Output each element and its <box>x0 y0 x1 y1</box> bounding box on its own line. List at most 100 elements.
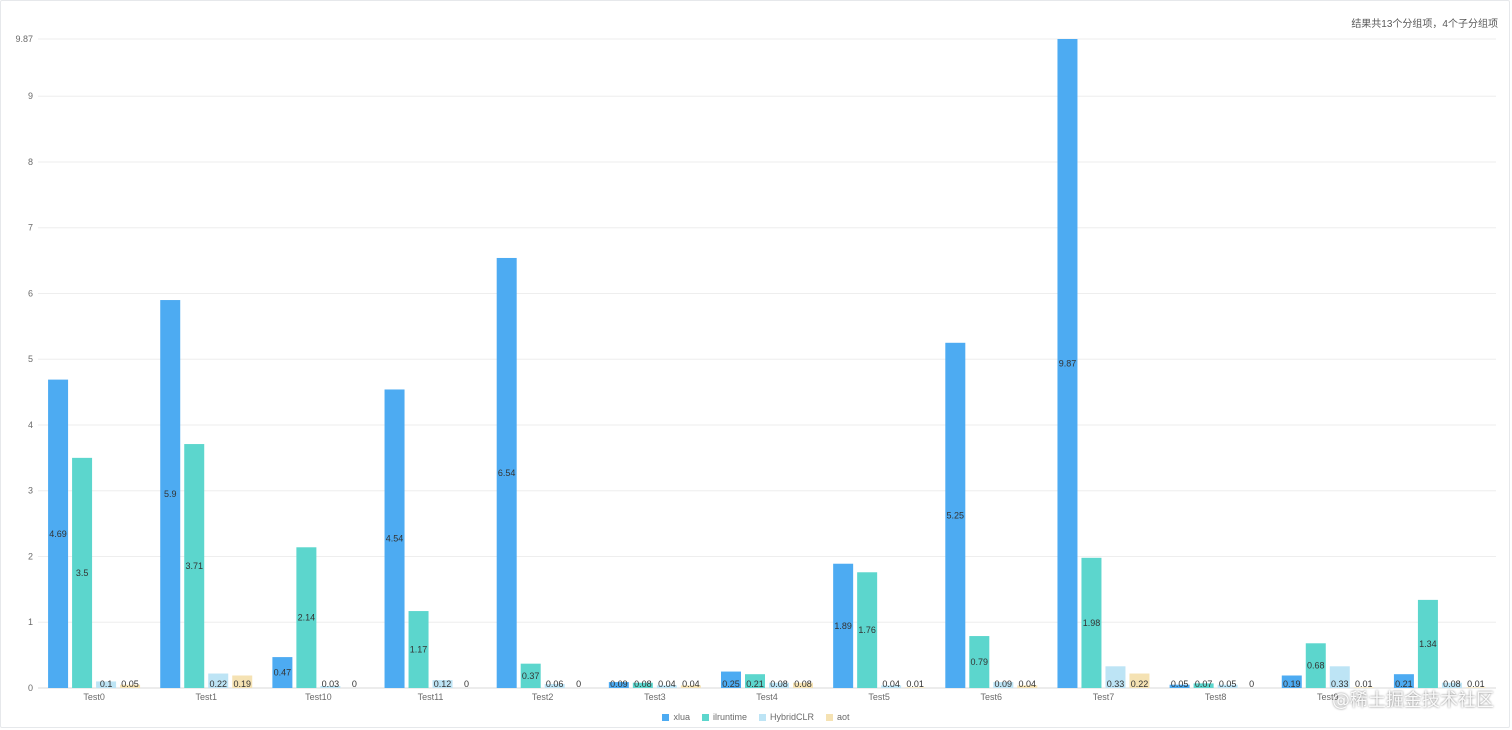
data-label: 0.07 <box>1195 679 1213 689</box>
data-label: 0.25 <box>722 679 740 689</box>
data-label: 1.98 <box>1083 618 1101 628</box>
y-tick-label: 9.87 <box>15 34 33 44</box>
data-label: 0.09 <box>610 679 628 689</box>
bar <box>833 563 854 688</box>
y-tick-label: 8 <box>28 157 33 167</box>
bar <box>408 611 429 688</box>
data-label: 4.54 <box>386 534 404 544</box>
bar <box>272 657 293 688</box>
data-label: 0.05 <box>1219 679 1237 689</box>
data-label: 0.04 <box>658 679 676 689</box>
data-label: 3.71 <box>185 561 203 571</box>
data-label: 0.21 <box>746 679 764 689</box>
y-tick-label: 6 <box>28 288 33 298</box>
data-label: 0.79 <box>971 657 989 667</box>
data-label: 0.68 <box>1307 661 1325 671</box>
bar <box>945 342 966 688</box>
data-label: 0.08 <box>770 679 788 689</box>
x-tick-label: Test2 <box>532 692 554 702</box>
bar <box>1169 684 1190 688</box>
data-labels: 4.69 3.5 0.1 0.05 5.9 3.71 0.22 0.19 0.47 2.14 0.0… <box>49 359 1484 690</box>
data-label: 0.09 <box>995 679 1013 689</box>
bar <box>120 684 141 688</box>
bar <box>632 682 653 688</box>
bar <box>1017 685 1038 688</box>
x-axis: Test0 Test1 Test10 Test11 Test2 Test3 Test4 Tes… <box>83 692 1338 702</box>
data-label: 0.01 <box>906 679 924 689</box>
data-label: 3.5 <box>76 568 89 578</box>
y-tick-label: 9 <box>28 91 33 101</box>
legend-item[interactable]: xlua <box>662 710 690 724</box>
legend-item[interactable]: HybridCLR <box>759 710 814 724</box>
y-axis: 0 1 2 3 4 5 6 7 8 9 9.87 <box>15 34 33 693</box>
bar <box>656 685 677 688</box>
x-tick-label: Test6 <box>981 692 1003 702</box>
data-label: 0.33 <box>1107 679 1125 689</box>
legend-label: aot <box>837 712 850 722</box>
x-tick-label: Test3 <box>644 692 666 702</box>
x-tick-label: Test0 <box>83 692 105 702</box>
legend-label: ilruntime <box>712 712 747 722</box>
bar <box>857 572 878 688</box>
data-label: 0.08 <box>634 679 652 689</box>
data-label: 1.34 <box>1419 639 1437 649</box>
data-label: 5.9 <box>164 489 177 499</box>
bar <box>1465 687 1486 688</box>
x-tick-label: Test11 <box>418 692 444 702</box>
legend: xlua ilruntime HybridCLR aot <box>0 710 1512 724</box>
data-label: 1.17 <box>410 645 428 655</box>
bar <box>721 671 741 688</box>
legend-swatch <box>662 713 670 721</box>
bar <box>1393 674 1414 688</box>
bar <box>432 680 453 688</box>
bar <box>320 686 341 688</box>
data-label: 2.14 <box>298 613 316 623</box>
legend-item[interactable]: aot <box>826 710 850 724</box>
data-label: 0.33 <box>1331 679 1349 689</box>
legend-label: xlua <box>673 712 690 722</box>
data-label: 1.89 <box>834 621 852 631</box>
bars <box>48 39 1486 688</box>
bar <box>1105 666 1126 688</box>
legend-label: HybridCLR <box>770 712 815 722</box>
y-tick-label: 1 <box>28 617 33 627</box>
data-label: 0 <box>1249 679 1254 689</box>
bar <box>680 685 701 688</box>
bar <box>1441 682 1462 688</box>
data-label: 0.04 <box>882 679 900 689</box>
y-tick-label: 7 <box>28 223 33 233</box>
legend-item[interactable]: ilruntime <box>701 710 747 724</box>
data-label: 0 <box>352 679 357 689</box>
x-tick-label: Test7 <box>1093 692 1115 702</box>
data-label: 0.12 <box>434 679 452 689</box>
data-label: 0.04 <box>1019 679 1037 689</box>
data-label: 0 <box>464 679 469 689</box>
x-tick-label: Test4 <box>756 692 778 702</box>
bar <box>96 681 117 688</box>
data-label: 0 <box>576 679 581 689</box>
data-label: 0.01 <box>1467 679 1485 689</box>
data-label: 0.22 <box>1131 679 1149 689</box>
gridlines <box>38 38 1496 689</box>
bar <box>745 674 765 688</box>
legend-swatch <box>826 713 834 721</box>
bar <box>969 636 990 688</box>
x-tick-label: Test9 <box>1317 692 1339 702</box>
bar <box>1305 643 1326 688</box>
data-label: 0.01 <box>1355 679 1373 689</box>
data-label: 0.21 <box>1395 679 1413 689</box>
data-label: 0.04 <box>682 679 700 689</box>
data-label: 9.87 <box>1059 359 1077 369</box>
bar <box>1129 673 1150 688</box>
bar <box>72 457 93 688</box>
bar <box>208 673 229 688</box>
bar <box>1081 557 1102 688</box>
bar <box>1217 684 1238 688</box>
bar <box>296 547 317 688</box>
bar <box>1057 39 1078 688</box>
bar <box>1353 687 1374 688</box>
bar <box>1329 666 1350 688</box>
data-label: 0.06 <box>546 679 564 689</box>
legend-swatch <box>701 713 709 721</box>
